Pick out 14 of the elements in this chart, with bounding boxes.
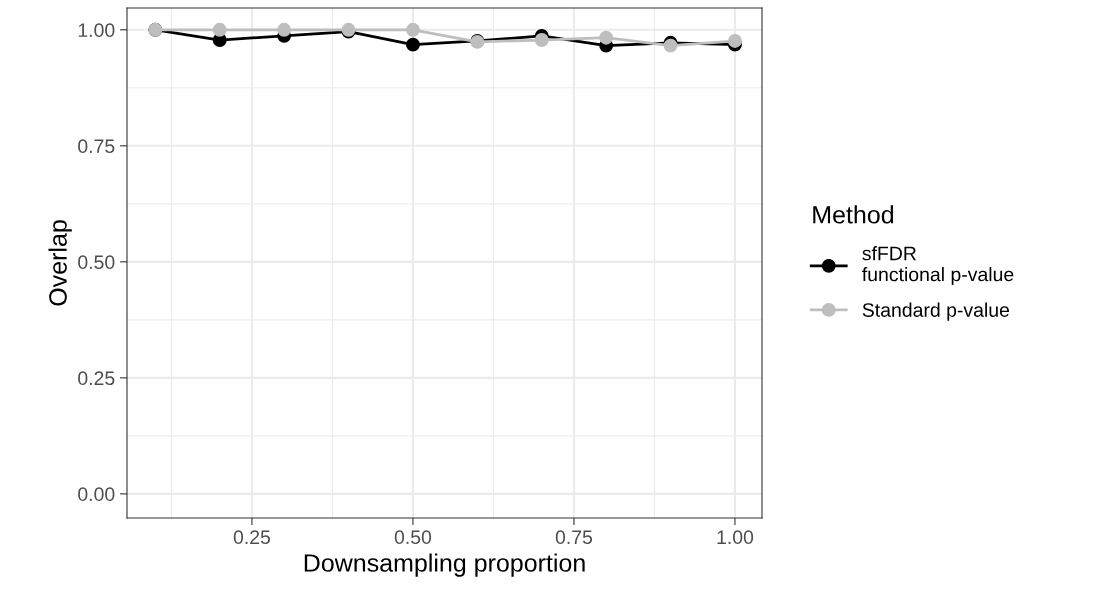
y-tick-label: 1.00 (78, 23, 115, 38)
y-axis-title: Overlap (48, 220, 72, 306)
x-tick-label: 0.50 (394, 530, 432, 545)
x-tick-label: 0.25 (233, 530, 271, 545)
x-axis-title: Downsampling proportion (304, 553, 585, 577)
y-tick-label: 0.75 (78, 139, 115, 154)
x-tick-label: 0.75 (555, 530, 593, 545)
legend-title: Method (813, 205, 894, 224)
x-tick-label: 1.00 (717, 530, 754, 545)
y-tick-label: 0.00 (78, 487, 115, 502)
y-tick-label: 0.25 (78, 371, 115, 386)
legend-label: Standard p-value (862, 302, 1010, 321)
y-tick-label: 0.50 (78, 255, 115, 270)
legend-label: sfFDR functional p-value (862, 246, 1014, 286)
